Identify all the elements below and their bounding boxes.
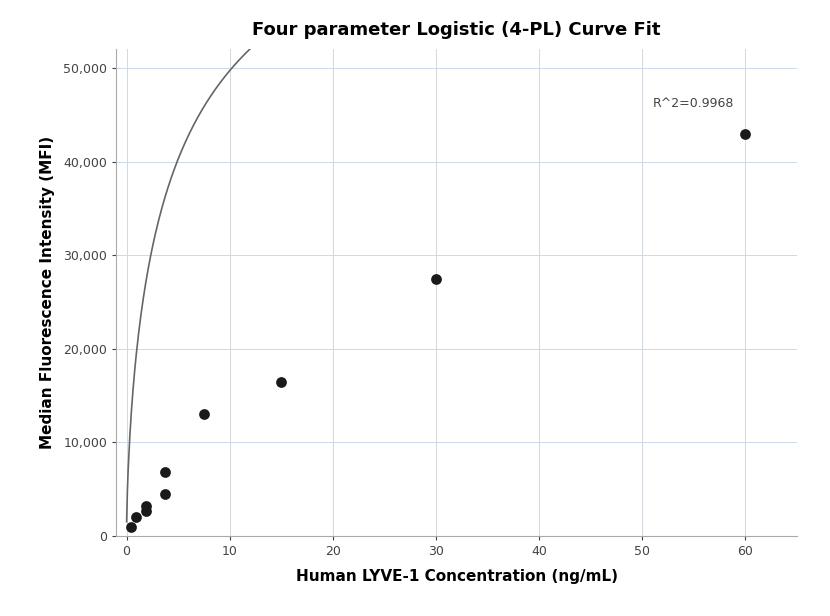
Point — [139, 506, 153, 516]
Point — [739, 129, 752, 139]
Point — [275, 376, 288, 386]
Point — [198, 409, 211, 419]
Title: Four parameter Logistic (4-PL) Curve Fit: Four parameter Logistic (4-PL) Curve Fit — [252, 22, 661, 39]
Point — [429, 274, 442, 283]
Point — [124, 522, 138, 532]
Text: R^2=0.9968: R^2=0.9968 — [652, 97, 734, 110]
Y-axis label: Median Fluorescence Intensity (MFI): Median Fluorescence Intensity (MFI) — [40, 136, 55, 449]
Point — [159, 468, 172, 477]
Point — [129, 513, 143, 522]
Point — [139, 501, 153, 511]
X-axis label: Human LYVE-1 Concentration (ng/mL): Human LYVE-1 Concentration (ng/mL) — [295, 569, 618, 584]
Point — [159, 489, 172, 499]
